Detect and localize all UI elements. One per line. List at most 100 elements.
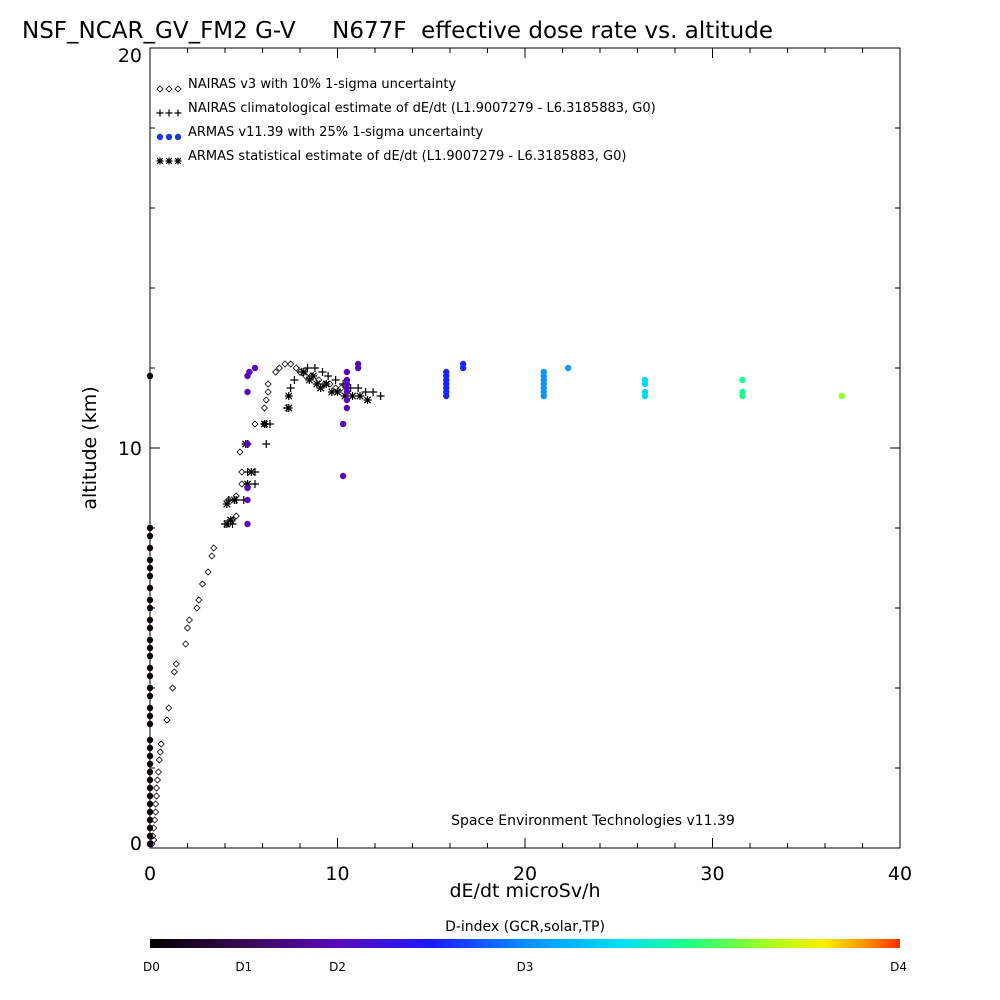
nairas-point (150, 836, 158, 844)
armas-point (146, 768, 154, 776)
armas-point (146, 776, 154, 784)
nairas-point (208, 552, 216, 560)
legend-marker (156, 109, 164, 117)
armas-point (146, 604, 154, 612)
armas-point (146, 556, 154, 564)
nairas-point (152, 808, 160, 816)
nairas-point (287, 360, 295, 368)
armas-point (739, 376, 746, 384)
nairas-point (238, 468, 246, 476)
nairas-point (193, 604, 201, 612)
armas-point (146, 544, 154, 552)
armas-point (146, 816, 154, 824)
armas-point (146, 624, 154, 632)
armas-point (244, 440, 251, 448)
armas-point (146, 584, 154, 592)
y-tick-label: 0 (130, 833, 142, 855)
armas-stat-point (309, 372, 318, 380)
armas-point (146, 760, 154, 768)
armas-point (146, 744, 154, 752)
armas-point (146, 616, 154, 624)
nairas-point (156, 748, 164, 756)
armas-point (339, 472, 347, 480)
armas-point (146, 532, 154, 540)
armas-point (244, 388, 251, 396)
x-tick-label: 10 (325, 863, 349, 885)
armas-point (146, 664, 154, 672)
armas-point (146, 704, 154, 712)
armas-point (739, 388, 746, 396)
nairas-point (232, 512, 240, 520)
nairas-point (163, 716, 171, 724)
nairas-point (170, 668, 178, 676)
armas-point (343, 376, 351, 384)
armas-point (146, 784, 154, 792)
armas-stat-point (322, 380, 331, 388)
armas-point (251, 364, 259, 372)
legend-label: NAIRAS climatological estimate of dE/dt … (188, 101, 656, 116)
legend-marker (156, 157, 164, 165)
nairas-point (332, 384, 340, 392)
armas-point (146, 736, 154, 744)
nairas-clim-point (303, 364, 312, 372)
x-tick-label: 30 (700, 863, 724, 885)
y-axis-label: altitude (km) (79, 386, 101, 509)
nairas-point (264, 388, 272, 396)
armas-point (146, 596, 154, 604)
nairas-point (238, 480, 246, 488)
x-axis-label: dE/dt microSv/h (449, 880, 600, 902)
colorbar (150, 939, 900, 948)
nairas-point (272, 368, 280, 376)
plot-frame (149, 47, 901, 849)
colorbar-label: D3 (517, 960, 534, 974)
legend-label: ARMAS v11.39 with 25% 1-sigma uncertaint… (188, 125, 484, 140)
nairas-clim-point (311, 364, 319, 372)
nairas-point (152, 792, 161, 800)
legend-marker (165, 133, 173, 141)
nairas-point (292, 364, 300, 372)
colorbar-label: D4 (890, 960, 907, 974)
armas-point (146, 840, 154, 848)
armas-point (146, 824, 154, 832)
armas-point (146, 672, 154, 680)
armas-stat-point (260, 420, 269, 428)
nairas-point (315, 376, 323, 384)
nairas-point (182, 640, 190, 648)
armas-point (146, 524, 154, 532)
armas-stat-point (230, 496, 239, 504)
armas-point (146, 372, 154, 380)
armas-point (146, 564, 154, 572)
credit-annotation: Space Environment Technologies v11.39 (451, 813, 735, 829)
armas-stat-point (284, 392, 293, 400)
armas-point (339, 420, 347, 428)
x-tick-label: 20 (513, 863, 537, 885)
nairas-point (236, 448, 244, 456)
nairas-clim-point (251, 480, 259, 488)
nairas-point (152, 800, 160, 808)
armas-point (244, 484, 251, 492)
nairas-point (152, 784, 161, 792)
nairas-point (172, 660, 180, 668)
series-dot (146, 360, 846, 848)
legend: NAIRAS v3 with 10% 1-sigma uncertainty NA… (156, 77, 656, 165)
legend-marker (174, 109, 182, 117)
colorbar-label: D1 (235, 960, 252, 974)
legend-marker (174, 157, 182, 165)
legend-marker (156, 133, 164, 141)
armas-stat-point (299, 368, 308, 376)
armas-point (146, 808, 154, 816)
armas-point (564, 364, 572, 372)
nairas-point (281, 360, 289, 368)
armas-point (146, 792, 154, 800)
nairas-clim-point (324, 372, 333, 380)
armas-point (343, 368, 351, 376)
legend-marker (174, 133, 182, 141)
armas-stat-point (284, 404, 293, 412)
nairas-point (154, 768, 163, 776)
nairas-point (168, 684, 177, 692)
nairas-clim-point (369, 388, 378, 396)
nairas-clim-point (331, 376, 340, 384)
armas-stat-point (316, 384, 325, 392)
nairas-point (260, 404, 268, 412)
y-tick-label: 10 (118, 438, 142, 460)
